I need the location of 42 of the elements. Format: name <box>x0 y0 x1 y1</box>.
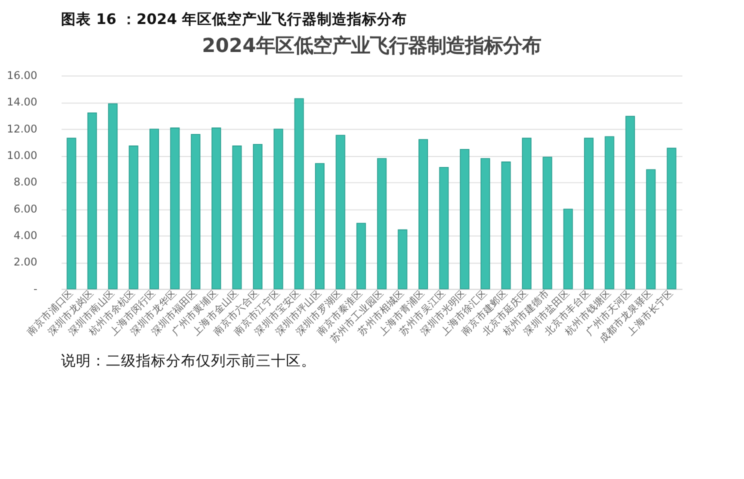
bar <box>190 134 200 290</box>
y-tick-label: 12.00 <box>6 122 38 136</box>
y-tick-label: 14.00 <box>6 96 38 109</box>
y-tick-label: 6.00 <box>14 202 38 216</box>
bar <box>646 169 656 290</box>
bar <box>584 138 594 290</box>
chart-title: 2024年区低空产业飞行器制造指标分布 <box>202 34 541 58</box>
text: 图表 16 ：2024 年区低空产业飞行器制造指标分布 <box>61 10 408 28</box>
bar <box>149 128 159 290</box>
bar <box>87 112 97 290</box>
y-tick-label: 16.00 <box>6 68 38 82</box>
bar <box>666 148 676 290</box>
text: 说明：二级指标分布仅列示前三十区。 <box>61 352 316 370</box>
bar <box>66 138 76 290</box>
bar <box>377 158 387 290</box>
bar <box>439 167 449 290</box>
y-tick-label: 4.00 <box>14 228 38 242</box>
bar <box>128 146 138 290</box>
bar <box>170 128 180 290</box>
bar <box>460 149 470 290</box>
y-tick-label: 8.00 <box>14 176 38 189</box>
bar <box>480 158 490 290</box>
y-tick-label: - <box>33 282 38 296</box>
bar <box>252 144 262 290</box>
bar <box>522 138 532 290</box>
bar <box>398 229 408 290</box>
y-tick-label: 2.00 <box>14 256 38 269</box>
y-tick-label: 10.00 <box>6 148 38 162</box>
bar <box>625 116 635 290</box>
bar <box>212 128 222 290</box>
bar <box>501 162 511 290</box>
bar <box>356 222 366 290</box>
bar <box>563 208 573 290</box>
bar <box>336 134 346 290</box>
bar <box>315 163 325 290</box>
bar <box>604 136 614 290</box>
bar <box>294 98 304 290</box>
bar <box>542 156 552 290</box>
bar <box>232 146 242 290</box>
bar <box>274 128 284 290</box>
bar <box>418 139 428 290</box>
bar <box>108 103 118 290</box>
